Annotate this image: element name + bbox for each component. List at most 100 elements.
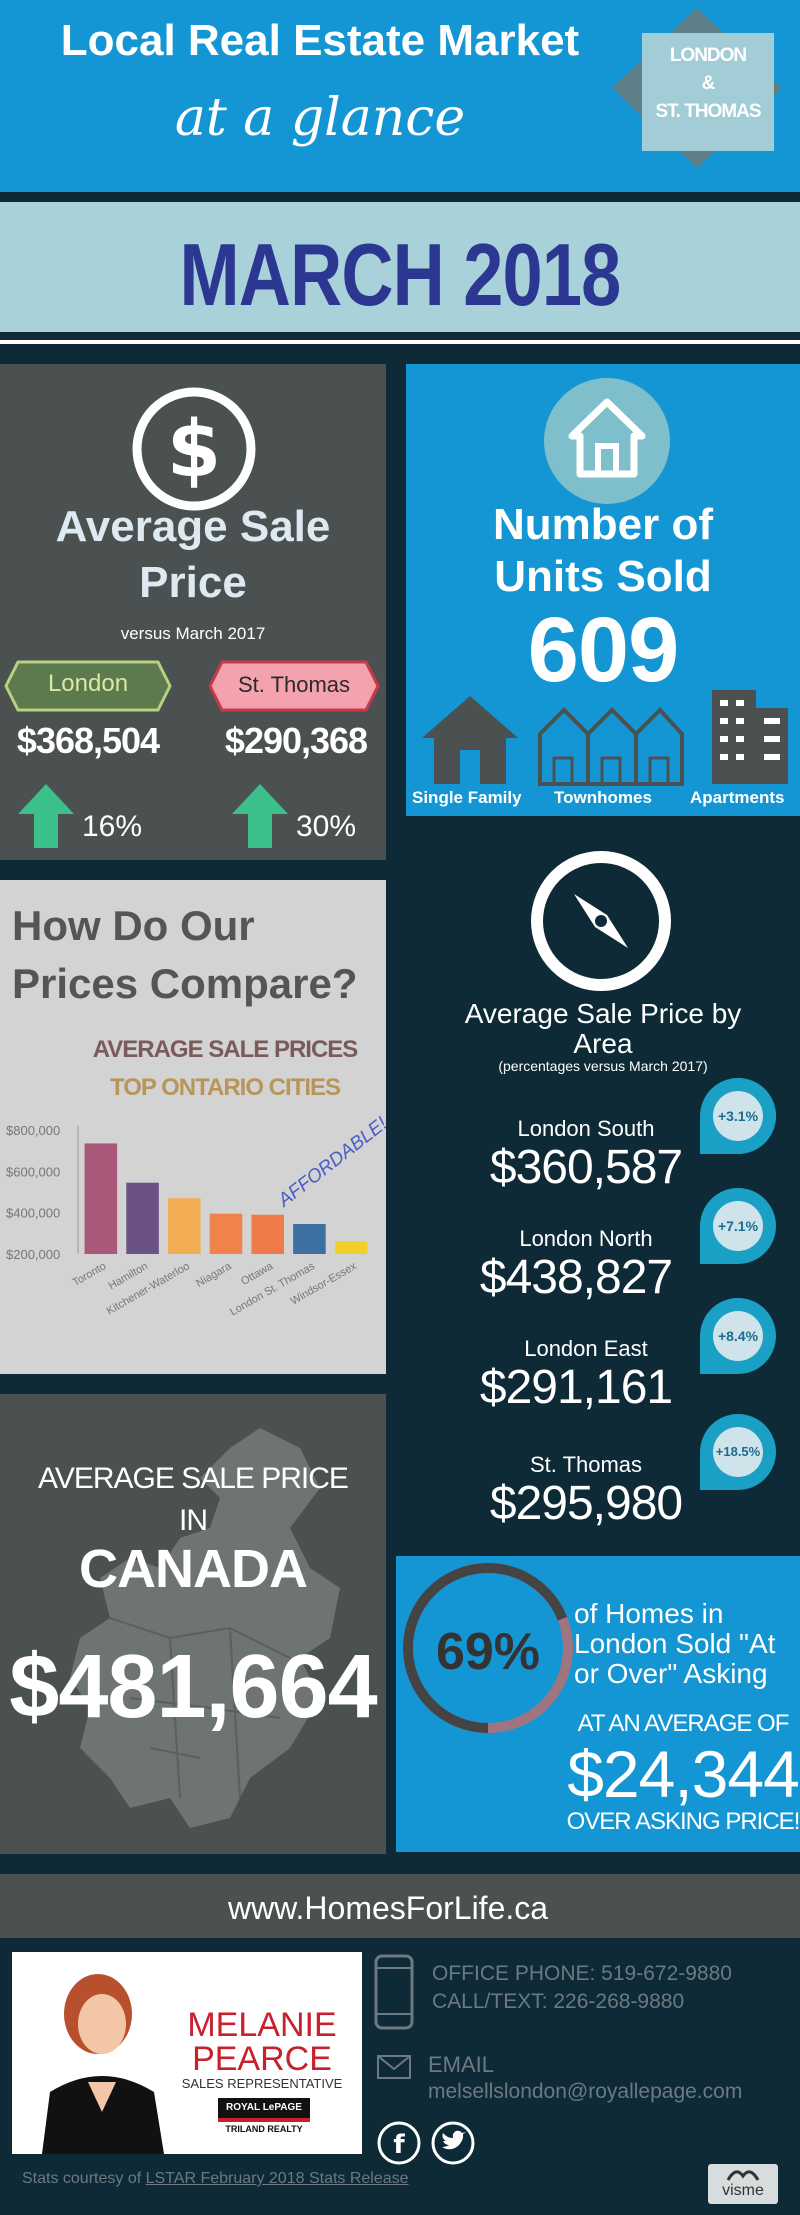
- dollar-icon: $: [132, 387, 256, 511]
- month-banner: MARCH 2018: [0, 202, 800, 332]
- visme-logo[interactable]: visme: [708, 2164, 778, 2204]
- asking-text-3: or Over" Asking: [574, 1658, 768, 1689]
- area-price: $295,980: [489, 1477, 683, 1530]
- area-item-london-north: London North $438,827 +7.1%: [406, 1184, 800, 1304]
- canada-price: $481,664: [9, 1637, 377, 1737]
- area-change: +8.4%: [717, 1328, 759, 1344]
- compass-icon: [531, 851, 671, 991]
- donut-value: [403, 1563, 573, 1733]
- visme-mark-icon: [726, 2170, 760, 2181]
- area-price: $438,827: [479, 1251, 673, 1304]
- area-item-london-south: London South $360,587 +3.1%: [406, 1074, 800, 1194]
- email-icon: [377, 2055, 411, 2079]
- area-panel: Average Sale Price by Area (percentages …: [406, 830, 800, 1550]
- brand-line-2: TRILAND REALTY: [225, 2124, 303, 2134]
- asking-percent: 69%: [435, 1623, 541, 1681]
- change-badge: [700, 1078, 776, 1154]
- bar: [168, 1198, 201, 1254]
- asking-text-2: London Sold "At: [574, 1628, 776, 1659]
- svg-text:$: $: [167, 405, 221, 495]
- y-tick-label: $200,000: [6, 1247, 60, 1262]
- divider: [0, 332, 800, 340]
- brand-line-1: ROYAL LePAGE: [218, 2098, 310, 2118]
- call-text: CALL/TEXT: 226-268-9880: [432, 1990, 685, 2013]
- email-label: EMAIL: [428, 2052, 495, 2077]
- divider: [0, 192, 800, 202]
- divider: [0, 344, 800, 358]
- area-name: London North: [519, 1226, 653, 1251]
- avg-sale-panel: $ Average Sale Price versus March 2017 L…: [0, 364, 386, 860]
- compare-title-2: Prices Compare?: [12, 960, 358, 1007]
- avg-sale-title-1: Average Sale: [55, 502, 331, 551]
- agent-role: SALES REPRESENTATIVE: [181, 2076, 343, 2091]
- stats-link[interactable]: LSTAR February 2018 Stats Release: [145, 2170, 409, 2187]
- bar: [334, 1241, 368, 1254]
- bar-chart: $200,000$400,000$600,000$800,000TorontoH…: [6, 1123, 368, 1319]
- stats-prefix: Stats courtesy of: [22, 2170, 146, 2187]
- change-badge: [700, 1298, 776, 1374]
- area-name: St. Thomas: [529, 1452, 643, 1477]
- change-badge: [700, 1414, 776, 1490]
- compare-panel: How Do Our Prices Compare? AVERAGE SALE …: [0, 880, 391, 1374]
- bar: [251, 1214, 284, 1254]
- stats-credit: Stats courtesy of LSTAR February 2018 St…: [22, 2170, 409, 2188]
- canada-line-3: CANADA: [79, 1539, 308, 1599]
- email-address[interactable]: melsellslondon@royallepage.com: [428, 2080, 743, 2103]
- location-badge: LONDON & ST. THOMAS: [612, 8, 782, 168]
- canada-line-1: AVERAGE SALE PRICE: [38, 1462, 349, 1495]
- asking-over-label: OVER ASKING PRICE!: [566, 1808, 800, 1835]
- month-title: MARCH 2018: [179, 225, 622, 324]
- townhomes-icon: [538, 707, 684, 786]
- house-icon: [544, 378, 670, 504]
- visme-text: visme: [722, 2182, 764, 2199]
- asking-text-1: of Homes in: [574, 1598, 724, 1629]
- bar: [84, 1143, 118, 1254]
- area-name: London East: [524, 1336, 648, 1361]
- agent-last-name: PEARCE: [192, 2040, 332, 2078]
- units-panel: Number of Units Sold 609 Single Family T…: [406, 364, 800, 816]
- area-subtitle: (percentages versus March 2017): [498, 1058, 708, 1074]
- single-family-label: Single Family: [412, 788, 522, 807]
- office-phone: OFFICE PHONE: 519-672-9880: [432, 1962, 732, 1985]
- percent-donut-chart: [403, 1563, 573, 1733]
- units-title-2: Units Sold: [494, 552, 712, 601]
- asking-amount: $24,344: [567, 1737, 800, 1811]
- facebook-icon[interactable]: f: [376, 2120, 422, 2166]
- avg-sale-title-2: Price: [139, 558, 247, 607]
- header-subtitle: at a glance: [174, 88, 466, 148]
- website-link[interactable]: www.HomesForLife.ca: [227, 1890, 549, 1926]
- avg-sale-subtitle: versus March 2017: [120, 624, 266, 643]
- area-price: $360,587: [489, 1141, 683, 1194]
- area-title-2: Area: [573, 1028, 633, 1059]
- badge-line-3: ST. THOMAS: [655, 101, 761, 122]
- canada-line-2: IN: [179, 1504, 208, 1537]
- london-label: London: [47, 670, 129, 697]
- asking-panel: 69% of Homes in London Sold "At or Over"…: [396, 1556, 800, 1852]
- townhomes-label: Townhomes: [554, 788, 652, 807]
- stthomas-label: St. Thomas: [237, 672, 351, 697]
- twitter-icon[interactable]: [430, 2120, 476, 2166]
- area-price: $291,161: [479, 1361, 673, 1414]
- canada-panel: AVERAGE SALE PRICE IN CANADA $481,664: [0, 1394, 386, 1854]
- stthomas-label-shape: [208, 660, 380, 712]
- asking-avg-label: AT AN AVERAGE OF: [577, 1710, 790, 1737]
- y-tick-label: $400,000: [6, 1206, 60, 1221]
- bar: [209, 1213, 243, 1254]
- area-item-london-east: London East $291,161 +8.4%: [406, 1294, 800, 1414]
- area-item-st-thomas: St. Thomas $295,980 +18.5%: [406, 1404, 800, 1530]
- phone-icon: [374, 1954, 414, 2030]
- y-tick-label: $600,000: [6, 1164, 60, 1179]
- change-badge: [700, 1188, 776, 1264]
- apartments-label: Apartments: [690, 788, 785, 807]
- badge-line-2: &: [701, 73, 716, 94]
- area-change: +7.1%: [717, 1218, 759, 1234]
- x-tick-label: Toronto: [71, 1260, 109, 1289]
- chart-title-2: TOP ONTARIO CITIES: [109, 1074, 341, 1101]
- stthomas-change: 30%: [296, 810, 357, 843]
- bar: [126, 1182, 159, 1254]
- website-bar: www.HomesForLife.ca: [0, 1874, 800, 1938]
- single-family-icon: [422, 696, 518, 784]
- canada-map-shape: [70, 1428, 340, 1828]
- area-name: London South: [517, 1116, 655, 1141]
- up-arrow-icon: [18, 784, 74, 848]
